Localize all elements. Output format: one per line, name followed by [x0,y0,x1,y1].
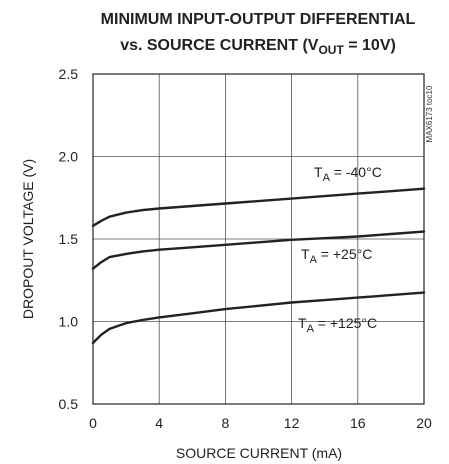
x-tick-labels: 0 4 8 12 16 20 [89,415,432,431]
y-tick-label: 1.0 [59,314,79,330]
x-tick-label: 16 [350,415,366,431]
y-tick-label: 1.5 [59,231,79,247]
curve-labels: TA = -40°C TA = +25°C TA = +125°C [298,164,382,335]
x-tick-label: 4 [155,415,163,431]
x-axis-label: SOURCE CURRENT (mA) [176,445,342,461]
series-label-minus40: TA = -40°C [314,164,382,184]
y-tick-labels: 2.5 2.0 1.5 1.0 0.5 [59,66,79,412]
curve-ta-minus40 [91,187,426,227]
chart-title-line2: vs. SOURCE CURRENT (VOUT = 10V) [120,37,396,57]
series-label-plus25: TA = +25°C [301,246,372,266]
x-tick-label: 0 [89,415,97,431]
chart-title-line1: MINIMUM INPUT-OUTPUT DIFFERENTIAL [101,11,416,28]
curve-ta-plus25 [91,230,426,270]
figure-code: MAX6173 toc10 [425,85,434,142]
y-tick-label: 2.0 [59,149,79,165]
plot-frame [92,73,425,405]
y-tick-label: 2.5 [59,66,79,82]
grid [93,74,424,404]
x-tick-label: 20 [416,415,432,431]
x-tick-label: 8 [222,415,230,431]
y-axis-label: DROPOUT VOLTAGE (V) [20,159,36,319]
series-label-plus125: TA = +125°C [298,315,377,335]
y-tick-label: 0.5 [59,396,79,412]
curve-ta-plus125 [91,291,426,345]
series-curves [91,187,426,345]
x-tick-label: 12 [284,415,300,431]
